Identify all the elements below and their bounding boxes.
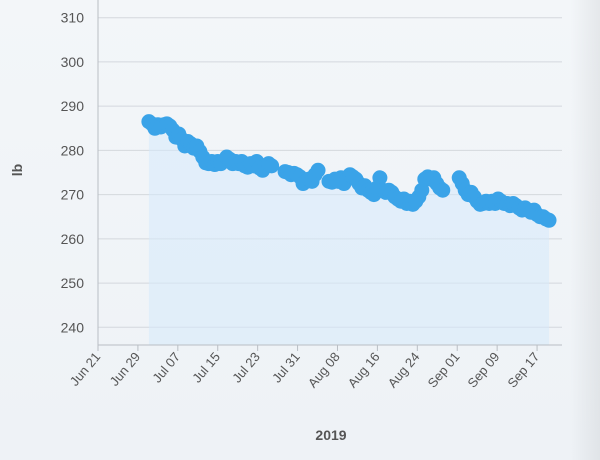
- x-tick-label: Sep 09: [464, 349, 502, 390]
- x-tick-label: Aug 08: [305, 349, 343, 390]
- x-tick-label: Jul 31: [269, 349, 303, 385]
- x-axis-title: 2019: [315, 427, 346, 443]
- x-tick-label: Jul 07: [149, 349, 183, 385]
- y-tick-label-300: 300: [61, 54, 85, 70]
- y-tick-label-310: 310: [61, 10, 85, 26]
- area-under-series: [148, 121, 550, 345]
- data-point[interactable]: [264, 158, 280, 174]
- x-tick-label: Jul 15: [189, 349, 223, 385]
- y-axis-title: lb: [9, 164, 25, 176]
- x-tick-label: Sep 01: [425, 349, 463, 390]
- y-tick-label-270: 270: [61, 187, 85, 203]
- y-tick-label-290: 290: [61, 98, 85, 114]
- x-tick-label: Sep 17: [504, 349, 542, 390]
- y-tick-labels: 240 250 260 270 280 290 300 310: [61, 10, 85, 336]
- data-points: [141, 114, 557, 228]
- area-fill: [148, 121, 550, 345]
- data-point[interactable]: [541, 212, 557, 228]
- y-tick-label-250: 250: [61, 275, 85, 291]
- y-tick-label-280: 280: [61, 142, 85, 158]
- x-tick-label: Aug 24: [385, 349, 423, 390]
- axes: [97, 0, 562, 351]
- x-tick-label: Jun 21: [67, 349, 104, 389]
- x-tick-label: Jun 29: [107, 349, 144, 389]
- data-point[interactable]: [310, 162, 326, 178]
- edge-shadow: [570, 0, 600, 460]
- x-tick-labels: Jun 21 Jun 29 Jul 07 Jul 15 Jul 23 Jul 31 Aug …: [67, 349, 543, 390]
- data-point[interactable]: [372, 170, 388, 186]
- data-point[interactable]: [435, 182, 451, 198]
- x-tick-label: Jul 23: [229, 349, 263, 385]
- y-tick-label-260: 260: [61, 231, 85, 247]
- y-tick-label-240: 240: [61, 319, 85, 335]
- x-tick-label: Aug 16: [345, 349, 383, 390]
